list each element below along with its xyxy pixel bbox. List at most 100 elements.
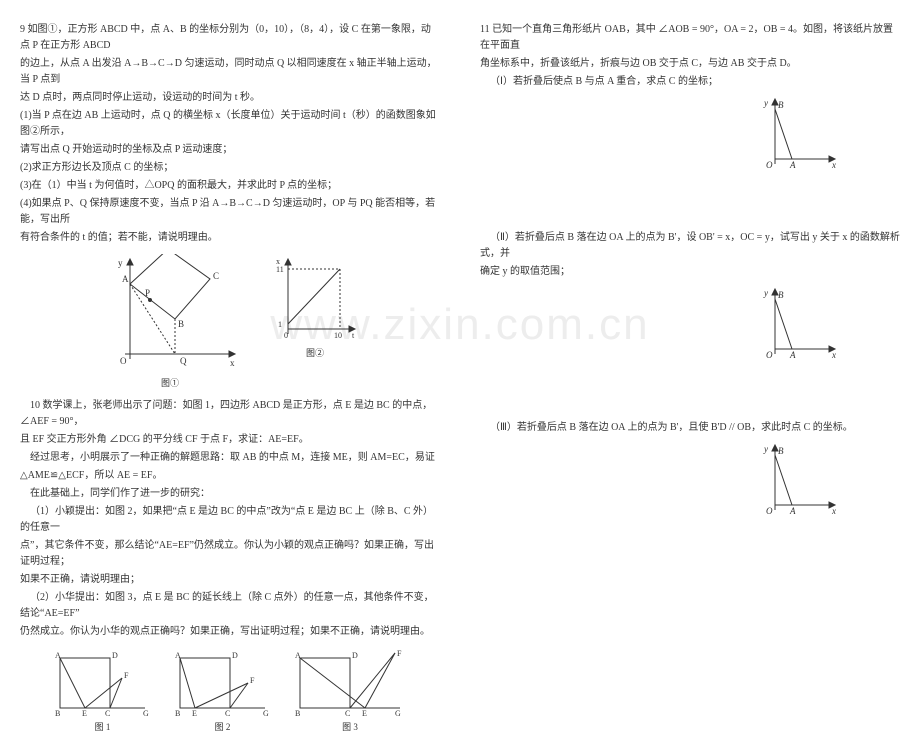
q10-l2: 且 EF 交正方形外角 ∠DCG 的平分线 CF 于点 F，求证：AE=EF。 — [20, 432, 440, 448]
q9-fig2-svg: 11 10 1 0 t x — [270, 254, 360, 344]
svg-text:0: 0 — [284, 331, 288, 340]
q11-p3: （Ⅲ）若折叠后点 B 落在边 OA 上的点为 B'，且使 B'D // OB，求… — [480, 420, 900, 436]
q10-fig3-label: 图 3 — [290, 720, 410, 734]
q10-fig1-label: 图 1 — [50, 720, 155, 734]
q10-p2: （2）小华提出：如图 3，点 E 是 BC 的延长线上（除 C 点外）的任意一点… — [20, 590, 440, 622]
q9-lbl-O: O — [120, 356, 127, 366]
lbl: x — [831, 350, 836, 360]
q9-lbl-A: A — [122, 274, 129, 284]
q9-lbl-C: C — [213, 271, 219, 281]
svg-text:1: 1 — [278, 320, 282, 329]
lbl: O — [766, 506, 773, 516]
lbl: E — [82, 709, 87, 718]
q9-lbl-Q: Q — [180, 356, 187, 366]
lbl: A — [789, 506, 796, 516]
q9-fig2-xaxis: t — [352, 331, 355, 340]
q10-l5: 在此基础上，同学们作了进一步的研究： — [20, 486, 440, 502]
lbl: G — [263, 709, 269, 718]
lbl: B — [778, 100, 784, 110]
q9-xaxis: x — [230, 358, 235, 368]
lbl: E — [192, 709, 197, 718]
q9-p1: (1)当 P 点在边 AB 上运动时，点 Q 的横坐标 x（长度单位）关于运动时… — [20, 108, 440, 140]
q9-fig1-svg: A B C D O Q P x y — [100, 254, 240, 374]
spacer — [480, 188, 900, 228]
lbl: A — [55, 651, 61, 660]
lbl: G — [395, 709, 401, 718]
lbl: C — [225, 709, 230, 718]
q11-head: 11 已知一个直角三角形纸片 OAB，其中 ∠AOB = 90°，OA = 2，… — [480, 22, 900, 54]
q10-fig1-svg: A D B C E F G — [50, 648, 155, 718]
q10-l4: △AME≌△ECF，所以 AE = EF。 — [20, 468, 440, 484]
lbl: C — [345, 709, 350, 718]
q9-p4b: 有符合条件的 t 的值；若不能，请说明理由。 — [20, 230, 440, 246]
lbl: D — [232, 651, 238, 660]
lbl: F — [397, 649, 402, 658]
q10-p1c: 如果不正确，请说明理由； — [20, 572, 440, 588]
q9-p3: (3)在（1）中当 t 为何值时，△OPQ 的面积最大，并求此时 P 点的坐标； — [20, 178, 440, 194]
lbl: A — [789, 160, 796, 170]
lbl: F — [124, 671, 129, 680]
lbl: B — [778, 290, 784, 300]
lbl: x — [831, 506, 836, 516]
lbl: E — [362, 709, 367, 718]
q11-tri1: O A B x y — [760, 94, 840, 174]
left-column: 9 如图①，正方形 ABCD 中，点 A、B 的坐标分别为（0，10），（8，4… — [0, 0, 460, 650]
q9-l2: 的边上，从点 A 出发沿 A→B→C→D 匀速运动，同时动点 Q 以相同速度在 … — [20, 56, 440, 88]
right-column: 11 已知一个直角三角形纸片 OAB，其中 ∠AOB = 90°，OA = 2，… — [460, 0, 920, 650]
q9-p1b: 请写出点 Q 开始运动时的坐标及点 P 运动速度； — [20, 142, 440, 158]
q10-fig3-svg: A D B C E F G — [290, 648, 410, 718]
lbl: D — [352, 651, 358, 660]
q9-head: 9 如图①，正方形 ABCD 中，点 A、B 的坐标分别为（0，10），（8，4… — [20, 22, 440, 54]
lbl: B — [175, 709, 180, 718]
q9-yaxis: y — [118, 258, 123, 268]
lbl: C — [105, 709, 110, 718]
lbl: F — [250, 676, 255, 685]
page: 9 如图①，正方形 ABCD 中，点 A、B 的坐标分别为（0，10），（8，4… — [0, 0, 920, 650]
q9-p2: (2)求正方形边长及顶点 C 的坐标； — [20, 160, 440, 176]
q10-fig2-svg: A D B C E F G — [170, 648, 275, 718]
lbl: G — [143, 709, 149, 718]
lbl: A — [175, 651, 181, 660]
lbl: A — [295, 651, 301, 660]
q10-head: 10 数学课上，张老师出示了问题：如图 1，四边形 ABCD 是正方形，点 E … — [20, 398, 440, 430]
q11-tri2: O A B x y — [760, 284, 840, 364]
lbl: y — [763, 288, 768, 298]
q9-fig2-label: 图② — [270, 346, 360, 360]
q9-fig1-label: 图① — [100, 376, 240, 390]
q10-p1: （1）小颖提出：如图 2，如果把“点 E 是边 BC 的中点”改为“点 E 是边… — [20, 504, 440, 536]
lbl: D — [112, 651, 118, 660]
q9-l3: 达 D 点时，两点同时停止运动，设运动的时间为 t 秒。 — [20, 90, 440, 106]
lbl: y — [763, 98, 768, 108]
q10-fig1: A D B C E F G 图 1 — [50, 648, 155, 734]
q9-fig2-xmax: 10 — [334, 331, 342, 340]
lbl: A — [789, 350, 796, 360]
q11-p1: （Ⅰ）若折叠后使点 B 与点 A 重合，求点 C 的坐标； — [480, 74, 900, 90]
q11-p2: （Ⅱ）若折叠后点 B 落在边 OA 上的点为 B'，设 OB' = x，OC =… — [480, 230, 900, 262]
q11-tri2-wrap: O A B x y — [480, 284, 900, 364]
q11-tri3-wrap: O A B x y — [480, 440, 900, 520]
q10-l3: 经过思考，小明展示了一种正确的解题思路：取 AB 的中点 M，连接 ME，则 A… — [20, 450, 440, 466]
lbl: B — [295, 709, 300, 718]
q9-lbl-P: P — [145, 288, 150, 298]
q11-l2: 角坐标系中，折叠该纸片，折痕与边 OB 交于点 C，与边 AB 交于点 D。 — [480, 56, 900, 72]
q10-figures: A D B C E F G 图 1 — [50, 648, 440, 734]
lbl: O — [766, 160, 773, 170]
spacer2 — [480, 378, 900, 418]
lbl: B — [778, 446, 784, 456]
lbl: O — [766, 350, 773, 360]
q9-fig1: A B C D O Q P x y 图① — [100, 254, 240, 390]
q10-p2b: 仍然成立。你认为小华的观点正确吗？如果正确，写出证明过程；如果不正确，请说明理由… — [20, 624, 440, 640]
q10-fig2-label: 图 2 — [170, 720, 275, 734]
q9-figures: A B C D O Q P x y 图① — [20, 254, 440, 390]
q10-fig3: A D B C E F G 图 3 — [290, 648, 410, 734]
q11-tri1-wrap: O A B x y — [480, 94, 900, 174]
q10-fig2: A D B C E F G 图 2 — [170, 648, 275, 734]
q9-p4: (4)如果点 P、Q 保持原速度不变，当点 P 沿 A→B→C→D 匀速运动时，… — [20, 196, 440, 228]
lbl: B — [55, 709, 60, 718]
q9-fig2-yaxis: x — [276, 257, 280, 266]
q9-lbl-B: B — [178, 319, 184, 329]
q11-p2b: 确定 y 的取值范围； — [480, 264, 900, 280]
lbl: y — [763, 444, 768, 454]
q11-tri3: O A B x y — [760, 440, 840, 520]
lbl: x — [831, 160, 836, 170]
